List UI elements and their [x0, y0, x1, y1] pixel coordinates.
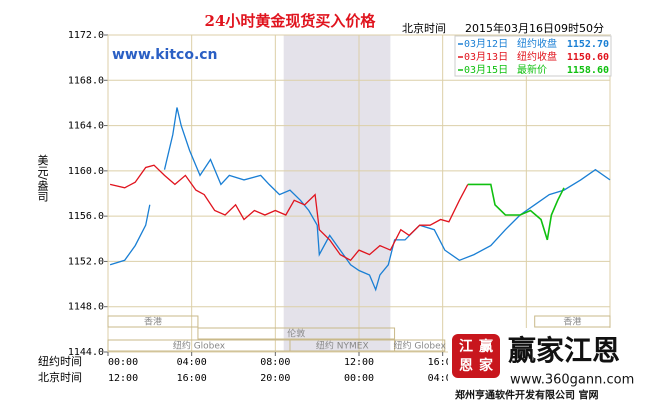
- logo-name: 赢家江恩: [508, 334, 620, 367]
- x-tick-label: 08:00: [260, 357, 290, 368]
- session-label: 纽约 Globex: [173, 340, 226, 352]
- session-bar: [394, 339, 446, 352]
- x-tick-label-beijing: 04:00: [428, 373, 458, 384]
- legend-name: 03月13日: [464, 51, 508, 63]
- x-row-label: 北京时间: [38, 370, 82, 384]
- x-tick-label-beijing: 16:00: [177, 373, 207, 384]
- x-tick-label-beijing: 12:00: [108, 373, 138, 384]
- x-row-label: 纽约时间: [38, 354, 82, 368]
- seal-char: 赢: [479, 338, 493, 355]
- time-label: 北京时间: [402, 21, 446, 35]
- session-bar: [197, 327, 396, 340]
- x-tick-label-beijing: 20:00: [260, 373, 290, 384]
- x-tick-label: 04:00: [177, 357, 207, 368]
- watermark: www.kitco.cn: [112, 47, 218, 63]
- y-tick-label: 1160.0: [68, 166, 104, 177]
- y-axis-label: 美元/盎司: [36, 154, 49, 202]
- legend-box: [454, 35, 612, 77]
- legend-last: 1152.70: [567, 39, 609, 50]
- logo-seal: [452, 334, 500, 378]
- session-bar: [534, 315, 611, 328]
- legend-last: 1158.60: [567, 65, 609, 76]
- y-tick-label: 1144.0: [68, 347, 104, 358]
- legend-last: 1150.60: [567, 52, 609, 63]
- y-tick-label: 1172.0: [68, 30, 104, 41]
- y-tick-label: 1164.0: [68, 121, 104, 132]
- shaded-region: [283, 35, 391, 352]
- session-label: 香港: [144, 316, 162, 328]
- session-label: 纽约 Globex: [394, 340, 447, 352]
- session-label: 香港: [563, 316, 581, 328]
- chart-title: 24小时黄金现货买入价格: [205, 12, 377, 30]
- timestamp: 2015年03月16日09时50分: [465, 21, 604, 35]
- legend-label: 最新价: [517, 63, 547, 76]
- series-line: [109, 107, 611, 292]
- y-tick-label: 1156.0: [68, 211, 104, 222]
- legend-label: 纽约收盘: [517, 37, 557, 50]
- x-tick-label: 16:00: [428, 357, 458, 368]
- session-bar: [107, 315, 199, 328]
- seal-char: 恩: [459, 358, 473, 374]
- legend-name: 03月12日: [464, 38, 508, 50]
- legend-name: 03月15日: [464, 64, 508, 76]
- x-tick-label: 00:00: [108, 357, 138, 368]
- x-tick-label: 12:00: [344, 357, 374, 368]
- legend-label: 纽约收盘: [517, 50, 557, 63]
- y-tick-label: 1148.0: [68, 302, 104, 313]
- y-tick-label: 1152.0: [68, 256, 104, 267]
- logo-url: www.360gann.com: [510, 373, 634, 388]
- seal-char: 江: [459, 338, 473, 355]
- y-tick-label: 1168.0: [68, 75, 104, 86]
- series-line: [467, 183, 565, 241]
- series-line: [109, 164, 469, 262]
- session-label: 纽约 NYMEX: [316, 340, 369, 352]
- session-label: 伦敦: [287, 328, 305, 340]
- seal-char: 家: [479, 357, 494, 374]
- x-tick-label-beijing: 00:00: [344, 373, 374, 384]
- logo-company: 郑州亨通软件开发有限公司 官网: [455, 389, 598, 402]
